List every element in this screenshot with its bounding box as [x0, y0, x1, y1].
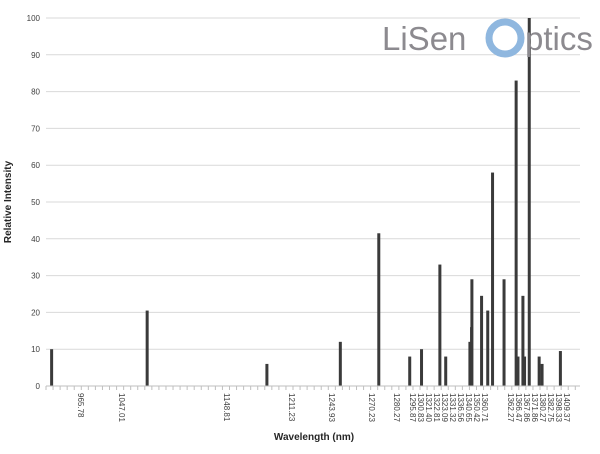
bar	[540, 363, 544, 386]
x-tick-label: 1331.32	[448, 393, 457, 422]
bar	[523, 356, 527, 386]
bar	[377, 233, 381, 386]
bar	[50, 349, 54, 386]
x-tick-label: 1367.86	[522, 393, 531, 422]
bar	[408, 356, 412, 386]
x-tick-label: 1280.27	[392, 393, 401, 422]
x-tick-label: 1211.23	[287, 393, 296, 422]
y-tick-label: 50	[31, 198, 40, 207]
y-tick-label: 10	[31, 345, 40, 354]
bar	[420, 349, 424, 386]
y-tick-label: 70	[31, 124, 40, 133]
y-axis-title: Relative Intensity	[3, 160, 14, 243]
x-tick-label: 1322.81	[432, 393, 441, 422]
x-tick-label: 1360.71	[480, 393, 489, 422]
x-tick-label: 1300.83	[416, 393, 425, 422]
logo-text-prefix: LiSen	[382, 20, 466, 57]
x-tick-label: 1340.65	[464, 393, 473, 422]
x-tick-label: 1382.75	[546, 393, 555, 422]
x-tick-label: 1350.42	[472, 393, 481, 422]
bar	[516, 356, 520, 386]
x-tick-label: 1243.93	[327, 393, 336, 422]
x-tick-label: 1336.56	[456, 393, 465, 422]
logo-text-suffix: ptics	[525, 20, 593, 57]
bar	[486, 310, 490, 386]
x-axis-title: Wavelength (nm)	[274, 432, 354, 443]
bar	[338, 341, 342, 386]
logo-o-ring	[485, 18, 525, 58]
bar	[480, 295, 484, 386]
x-tick-label: 1295.87	[408, 393, 417, 422]
bar	[438, 264, 442, 386]
lisen-optics-logo: LiSen ptics	[382, 18, 593, 58]
bars	[50, 18, 562, 386]
bar	[537, 356, 541, 386]
y-tick-label: 90	[31, 51, 40, 60]
y-tick-label: 40	[31, 235, 40, 244]
bar	[444, 356, 448, 386]
x-tick-label: 1371.86	[530, 393, 539, 422]
y-tick-label: 80	[31, 88, 40, 97]
y-tick-label: 30	[31, 272, 40, 281]
x-tick-label: 1321.40	[424, 393, 433, 422]
bar	[470, 279, 474, 386]
x-tick-label: 1047.01	[117, 393, 126, 422]
x-tick-label: 1409.37	[562, 393, 571, 422]
bar	[527, 18, 531, 386]
y-tick-labels: 0 10 20 30 40 50 60 70 80 90 100	[27, 14, 41, 391]
y-tick-label: 60	[31, 161, 40, 170]
x-tick-label: 1362.27	[506, 393, 515, 422]
bar	[265, 363, 269, 386]
bar	[502, 279, 506, 386]
bar	[491, 172, 495, 386]
x-tick-label: 1380.27	[538, 393, 547, 422]
y-tick-label: 100	[27, 14, 41, 23]
x-tick-label: 965.78	[76, 393, 85, 418]
x-tick-label: 1270.23	[367, 393, 376, 422]
y-tick-label: 20	[31, 308, 40, 317]
gridlines	[45, 17, 580, 390]
x-tick-label: 1398.33	[554, 393, 563, 422]
x-tick-label: 1366.47	[514, 393, 523, 422]
bar	[468, 341, 472, 386]
x-tick-label: 1148.81	[222, 393, 231, 422]
y-tick-label: 0	[36, 382, 41, 391]
bar	[514, 80, 518, 386]
x-tick-labels: 965.78 1047.01 1148.81 1211.23 1243.93 1270.2…	[76, 393, 571, 422]
bar	[558, 351, 562, 386]
bar	[521, 295, 525, 386]
x-tick-label: 1323.09	[440, 393, 449, 422]
bar	[145, 310, 149, 386]
